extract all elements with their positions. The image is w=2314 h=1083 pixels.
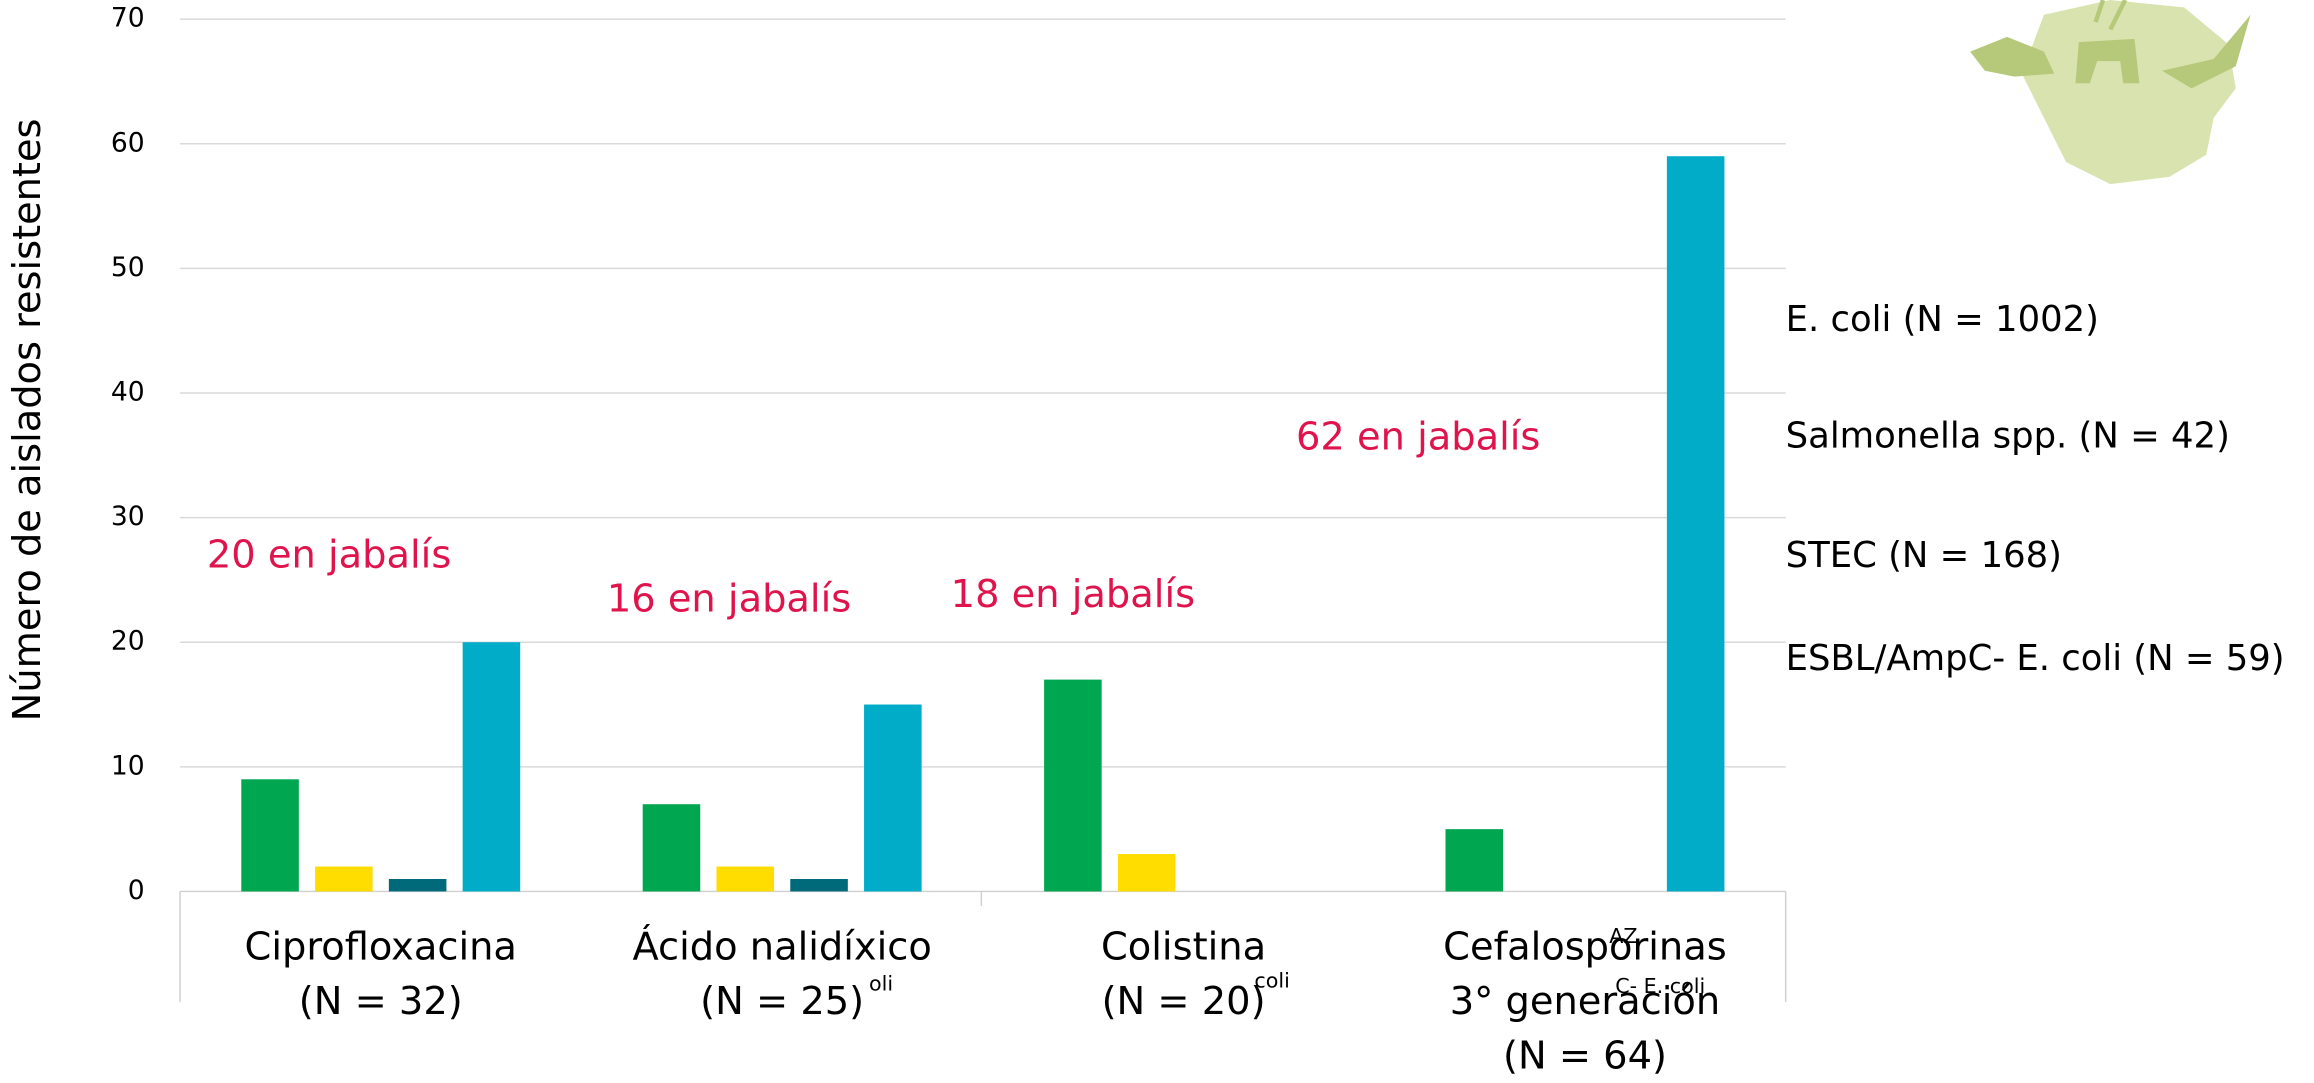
- bar: [716, 867, 774, 892]
- bar: [790, 879, 848, 891]
- y-tick-label: 30: [111, 501, 145, 532]
- annotation: 16 en jabalís: [607, 577, 851, 622]
- x-tick-label: Colistina: [1101, 924, 1266, 969]
- x-tick-label: Ciprofloxacina: [245, 924, 517, 969]
- chart: Número de aislados resistentes 0 10 20 30 40…: [0, 0, 2314, 1083]
- y-tick-label: 10: [111, 750, 145, 781]
- x-tick-label: Cefalosporinas: [1443, 924, 1727, 969]
- bar: [1118, 854, 1176, 891]
- bar: [315, 867, 373, 892]
- bar: [1044, 680, 1102, 892]
- y-tick-label: 50: [111, 252, 145, 283]
- bar: [1446, 829, 1504, 891]
- overlap-fragment: AZ: [1609, 924, 1637, 948]
- legend-entry: Salmonella spp. (N = 42): [1786, 416, 2230, 457]
- overlap-fragment: C- E. coli: [1615, 974, 1705, 998]
- y-tick-label: 70: [111, 3, 145, 34]
- y-tick-label: 60: [111, 127, 145, 158]
- map-decoration: [1970, 0, 2250, 184]
- page: Número de aislados resistentes 0 10 20 30 40…: [0, 0, 2314, 1083]
- y-tick-label: 20: [111, 626, 145, 657]
- y-tick-label: 0: [128, 875, 145, 906]
- bar: [643, 804, 701, 891]
- annotation: 20 en jabalís: [207, 532, 451, 577]
- x-tick-label: (N = 25): [700, 979, 864, 1024]
- x-tick-label: (N = 20): [1102, 979, 1266, 1024]
- bar: [463, 642, 521, 891]
- overlap-fragment: coli: [1254, 968, 1289, 992]
- y-tick-label: 40: [111, 377, 145, 408]
- bar: [389, 879, 447, 891]
- y-axis-label: Número de aislados resistentes: [5, 119, 50, 722]
- legend-entry: ESBL/AmpC- E. coli (N = 59): [1786, 638, 2285, 679]
- annotation: 62 en jabalís: [1296, 415, 1540, 460]
- overlap-fragment: oli: [869, 971, 893, 995]
- legend-entry: STEC (N = 168): [1786, 535, 2062, 576]
- x-tick-label: (N = 64): [1503, 1033, 1667, 1078]
- bar: [1667, 156, 1725, 891]
- x-tick-label: (N = 32): [299, 979, 463, 1024]
- annotation: 18 en jabalís: [951, 572, 1195, 617]
- x-tick-label: Ácido nalidíxico: [632, 922, 931, 969]
- bar: [241, 779, 299, 891]
- bar: [864, 705, 922, 892]
- legend-entry: E. coli (N = 1002): [1786, 299, 2099, 340]
